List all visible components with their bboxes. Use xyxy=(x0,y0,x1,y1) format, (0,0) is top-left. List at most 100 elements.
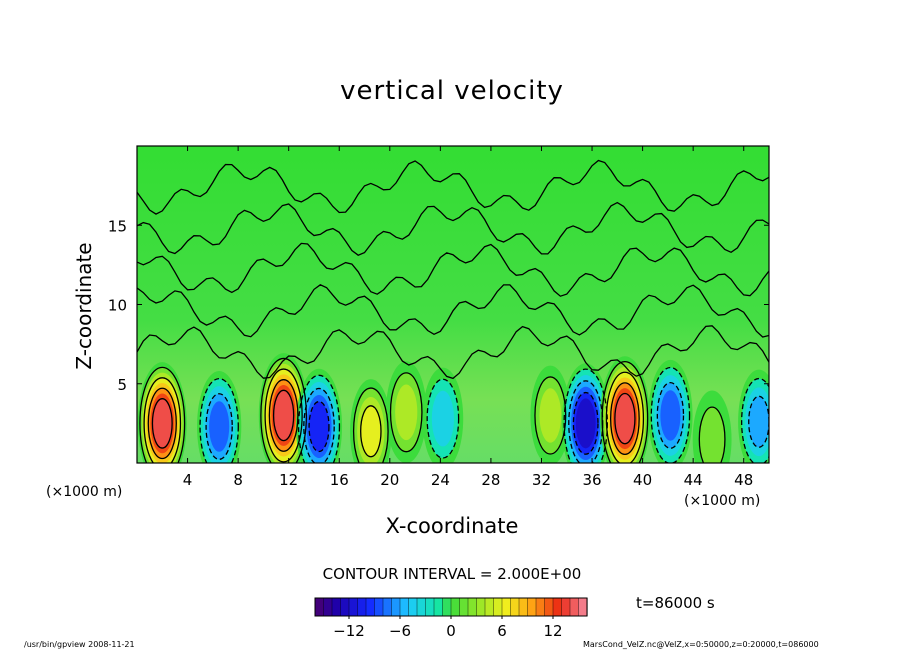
colorbar-swatch xyxy=(552,597,563,617)
velocity-cell xyxy=(692,390,732,463)
positive-contour xyxy=(268,379,299,452)
velocity-cell xyxy=(530,365,571,463)
cell-level xyxy=(660,390,681,441)
colorbar-swatch xyxy=(374,597,384,617)
positive-contour xyxy=(605,371,645,463)
colorbar-swatch xyxy=(544,597,554,617)
colorbar-tick-label: 6 xyxy=(497,622,507,640)
zero-contour xyxy=(137,242,769,297)
x-tick-label: 20 xyxy=(380,471,399,489)
colorbar-swatch xyxy=(331,597,342,617)
colorbar-swatch xyxy=(467,597,478,617)
cell-level xyxy=(431,390,454,447)
positive-contour xyxy=(601,360,649,463)
positive-contour xyxy=(139,366,186,463)
x-axis-ticks: 4 8 12 16 20 24 28 32 36 40 44 48 xyxy=(183,146,753,489)
negative-contour xyxy=(199,377,239,463)
cell-level xyxy=(360,405,381,457)
negative-contour xyxy=(303,387,335,463)
negative-contour xyxy=(297,374,341,463)
cell-level xyxy=(575,398,596,449)
x-tick-label: 4 xyxy=(183,471,193,489)
velocity-cell xyxy=(738,369,769,463)
positive-contour xyxy=(147,387,177,460)
positive-contour xyxy=(272,389,295,442)
y-tick-label: 5 xyxy=(117,376,127,394)
negative-contour xyxy=(656,381,685,449)
colorbar-swatch xyxy=(578,597,588,617)
colorbar-swatch xyxy=(459,597,469,617)
x-unit-left: (×1000 m) xyxy=(46,484,123,500)
positive-contour xyxy=(534,376,567,455)
velocity-cell xyxy=(350,379,392,463)
colorbar-swatch xyxy=(357,597,367,617)
footer-left: /usr/bin/gpview 2008-11-21 xyxy=(24,640,135,649)
velocity-cell xyxy=(422,367,464,463)
positive-contour xyxy=(609,382,640,456)
page-title: vertical velocity xyxy=(340,76,564,106)
colorbar-swatch xyxy=(433,597,444,617)
positive-contour xyxy=(352,387,389,463)
zero-contour xyxy=(137,325,769,380)
colorbar-swatch xyxy=(323,597,333,617)
time-label: t=86000 s xyxy=(636,594,715,612)
x-tick-label: 28 xyxy=(481,471,500,489)
zero-contour xyxy=(137,159,769,215)
colorbar-swatch xyxy=(416,597,427,617)
colorbar-swatch xyxy=(391,597,401,617)
y-tick-label: 10 xyxy=(108,297,127,315)
colorbar-swatch xyxy=(425,597,435,617)
colorbar-swatch xyxy=(382,597,393,617)
contour-lines xyxy=(137,159,769,463)
negative-contour xyxy=(740,377,769,463)
contour-interval-label: CONTOUR INTERVAL = 2.000E+00 xyxy=(322,565,582,583)
colorbar-swatch xyxy=(340,597,350,617)
colorbar-tick-label: 0 xyxy=(446,622,456,640)
x-tick-label: 48 xyxy=(734,471,753,489)
colorbar-swatch xyxy=(518,597,529,617)
x-tick-label: 8 xyxy=(233,471,243,489)
colorbar-swatch xyxy=(510,597,520,617)
colorbar-swatch xyxy=(569,597,580,617)
x-axis-label: X-coordinate xyxy=(385,514,519,538)
colorbar-swatch xyxy=(450,597,461,617)
negative-contour xyxy=(563,368,608,463)
positive-contour xyxy=(260,357,308,463)
x-tick-label: 16 xyxy=(330,471,349,489)
negative-contour xyxy=(650,366,691,463)
positive-contour xyxy=(614,392,636,445)
velocity-cell xyxy=(197,371,242,463)
x-tick-label: 32 xyxy=(532,471,551,489)
colorbar-swatch xyxy=(561,597,571,617)
colorbar-swatch xyxy=(365,597,376,617)
colorbar-swatch xyxy=(535,597,546,617)
cell-level xyxy=(152,398,173,449)
negative-contour xyxy=(205,393,233,461)
x-tick-label: 36 xyxy=(582,471,601,489)
colorbar-tick-label: −6 xyxy=(389,622,411,640)
negative-contour xyxy=(308,400,330,453)
y-axis-ticks: 5 10 15 xyxy=(108,217,769,394)
positive-contour xyxy=(151,398,173,449)
negative-contour xyxy=(748,395,769,448)
velocity-cell xyxy=(295,368,343,463)
colorbar-swatch xyxy=(399,597,410,617)
colorbar-swatch xyxy=(314,597,325,617)
cell-level xyxy=(209,401,230,452)
y-axis-label: Z-coordinate xyxy=(72,242,96,370)
zero-contour xyxy=(137,201,769,256)
colorbar-swatch xyxy=(527,597,537,617)
colorbar: −12 −6 0 6 12 xyxy=(314,597,588,640)
colorbar-tick-label: −12 xyxy=(333,622,365,640)
positive-contour xyxy=(360,405,382,458)
colorbar-tick-label: 12 xyxy=(543,622,562,640)
cell-level xyxy=(309,401,329,452)
velocity-cell xyxy=(385,361,427,463)
cell-level xyxy=(699,407,725,463)
colorbar-swatch xyxy=(476,597,486,617)
positive-contour xyxy=(143,377,182,463)
footer-right: MarsCond_VelZ.nc@VelZ,x=0:50000,z=0:2000… xyxy=(583,640,819,649)
positive-contour xyxy=(389,372,423,453)
colorbar-swatch xyxy=(493,597,503,617)
